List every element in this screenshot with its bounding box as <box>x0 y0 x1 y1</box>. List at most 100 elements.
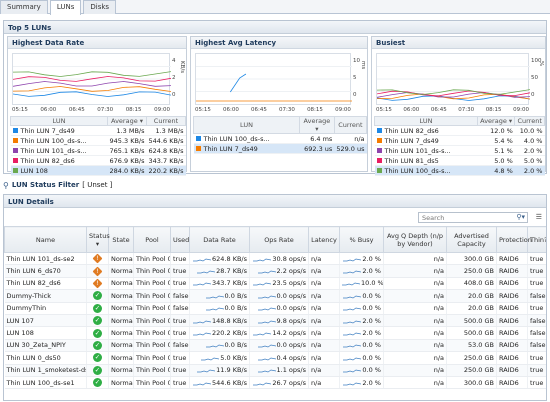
table-row[interactable]: Thin LUN 1_smoketest-ds ✓ Normal Thin Pool … <box>4 364 546 377</box>
lun-name: Thin LUN 7_ds49 <box>384 136 439 145</box>
thin-cell: true <box>527 364 546 377</box>
ops-cell: 0.4 ops/s <box>249 351 309 365</box>
column-header[interactable]: Protection <box>496 226 532 253</box>
card-row[interactable]: Thin LUN 101_ds-s... 5.1 % 2.0 % <box>374 145 545 156</box>
column-header[interactable]: Avg Q Depth (n/p by Vendor) <box>383 226 447 253</box>
table-row[interactable]: Dummy-Thick ✓ Normal Thin Pool 0 false 0.0 B/… <box>4 289 546 303</box>
x-axis: 05:15 06:00 06:45 07:30 08:15 09:00 <box>376 107 529 113</box>
lun-status-filter[interactable]: ⚲ LUN Status Filter [ Unset ] <box>3 179 112 191</box>
ops-cell: 0.0 ops/s <box>249 339 309 353</box>
pool-cell: Thin Pool 0 <box>133 252 171 266</box>
rate-cell: 0.0 B/s <box>189 289 250 303</box>
name-cell: Thin LUN 82_ds6 <box>4 277 87 291</box>
column-header[interactable]: Data Rate <box>189 226 250 253</box>
table-row[interactable]: Thin LUN 0_ds50 ✓ Normal Thin Pool 0 true 5.0… <box>4 351 546 365</box>
card-row[interactable]: Thin LUN 7_ds49 692.3 us 529.0 us <box>193 143 367 154</box>
card-row[interactable]: Thin LUN 100_ds-s... 945.3 KB/s 544.6 KB… <box>10 135 186 146</box>
card-row[interactable]: Thin LUN 7_ds49 5.4 % 4.0 % <box>374 135 545 146</box>
column-header[interactable]: Ops Rate <box>249 226 309 253</box>
search-icon[interactable]: ⚲▾ <box>516 213 525 221</box>
col-current[interactable]: Current <box>333 116 368 134</box>
current-cell: 529.0 us <box>334 143 367 154</box>
status-warning-icon: ! <box>92 266 103 277</box>
table-row[interactable]: LUN 108 ✓ Normal Thin Pool 0 true 220.2 KB/s 1… <box>4 326 546 340</box>
tab-disks[interactable]: Disks <box>83 0 117 14</box>
card-table: LUN Average ▾ Current Thin LUN 82_ds6 12… <box>374 116 545 176</box>
x-tick: 06:45 <box>430 107 447 113</box>
column-header-label: Avg Q Depth (n/p by Vendor) <box>386 231 444 248</box>
rate-value: 0.0 B/s <box>224 341 247 350</box>
column-header[interactable]: Thin? <box>527 226 546 253</box>
table-row[interactable]: Thin LUN 82_ds6! Normal Thin Pool 0 true 343… <box>4 277 546 291</box>
search-input[interactable]: Search ⚲▾ <box>418 212 528 223</box>
card-row[interactable]: Thin LUN 82_ds6 676.9 KB/s 343.7 KB/s <box>10 155 186 166</box>
column-header[interactable]: Status ▾ <box>86 226 110 253</box>
card-row[interactable]: Thin LUN 81_ds5 5.0 % 5.0 % <box>374 155 545 166</box>
series-swatch-icon <box>376 128 382 133</box>
cap-cell: 500.0 GB <box>446 326 497 340</box>
column-header[interactable]: Latency <box>308 226 340 253</box>
column-header[interactable]: Pool <box>133 226 171 253</box>
ops-cell: 26.7 ops/s <box>249 376 309 390</box>
col-lun[interactable]: LUN <box>374 116 478 126</box>
busy-value: 0.0 % <box>362 366 381 375</box>
column-header-label: State <box>112 235 130 244</box>
pool-cell: Thin Pool 0 <box>133 314 171 328</box>
x-tick: 08:15 <box>307 107 323 113</box>
sparkline-icon <box>343 270 362 274</box>
table-row[interactable]: DummyThin ✓ Normal Thin Pool 0 false 0.0 B/s 0… <box>4 302 546 315</box>
lat-cell: n/a <box>308 289 340 303</box>
table-row[interactable]: Thin LUN 100_ds-se1 ✓ Normal Thin Pool 0 tru… <box>4 376 546 390</box>
card-row[interactable]: Thin LUN 82_ds6 12.0 % 10.0 % <box>374 125 545 136</box>
chart-svg <box>12 66 172 97</box>
sparkline-icon <box>197 369 216 373</box>
col-average-label: Average <box>303 117 331 125</box>
used-cell: false <box>170 339 190 353</box>
card-row[interactable]: LUN 108 284.0 KB/s 220.2 KB/s <box>10 165 186 176</box>
card-row[interactable]: Thin LUN 100_ds-s... 6.4 ms n/a <box>193 133 367 144</box>
column-header[interactable]: % Busy <box>339 226 384 253</box>
pool-cell: Thin Pool 0 <box>133 339 171 353</box>
average-cell: 284.0 KB/s <box>107 165 147 176</box>
table-row[interactable]: LUN 30_Zeta_NPIY ✓ Normal Thin Pool 0 false 0… <box>4 339 546 353</box>
grid-options-icon[interactable]: ☰ <box>535 213 542 221</box>
filter-label: LUN Status Filter <box>11 181 80 189</box>
thin-cell: false <box>527 289 546 303</box>
ops-value: 9.8 ops/s <box>276 316 306 325</box>
col-average[interactable]: Average ▾ <box>476 116 516 126</box>
prot-cell: RAID6 <box>496 264 528 278</box>
card-row[interactable]: Thin LUN 7_ds49 1.3 MB/s 1.3 MB/s <box>10 125 186 136</box>
col-average[interactable]: Average ▾ <box>107 116 148 126</box>
card-row[interactable]: Thin LUN 100_ds-s... 4.8 % 2.0 % <box>374 165 545 176</box>
busy-value: 10.0 % <box>361 279 384 288</box>
table-row[interactable]: Thin LUN 101_ds-se2! Normal Thin Pool 0 tru… <box>4 252 546 266</box>
filter-value[interactable]: [ Unset ] <box>82 181 113 189</box>
table-row[interactable]: LUN 107 ✓ Normal Thin Pool 0 true 148.8 KB/s 9… <box>4 314 546 328</box>
status-ok-icon: ✓ <box>93 340 102 350</box>
table-row[interactable]: Thin LUN 6_ds70! Normal Thin Pool 0 true 28.… <box>4 264 546 278</box>
lat-cell: n/a <box>308 376 340 390</box>
current-cell: 220.2 KB/s <box>146 165 186 176</box>
sparkline-icon <box>253 283 272 286</box>
sparkline-icon <box>257 320 276 324</box>
y-axis-unit: ms <box>360 61 366 70</box>
card-row[interactable]: Thin LUN 101_ds-s... 765.1 KB/s 624.8 KB… <box>10 145 186 156</box>
column-header[interactable]: Advertised Capacity <box>446 226 497 253</box>
column-header[interactable]: State <box>108 226 134 253</box>
column-header[interactable]: Used <box>170 226 190 253</box>
tab-bar: Summary LUNs Disks <box>0 0 550 15</box>
col-average[interactable]: Average ▾ <box>299 116 335 134</box>
tab-summary[interactable]: Summary <box>0 0 48 14</box>
col-current[interactable]: Current <box>146 116 186 126</box>
column-header[interactable]: Name <box>4 226 87 253</box>
rate-value: 28.7 KB/s <box>216 267 247 276</box>
col-current[interactable]: Current <box>514 116 545 126</box>
tab-luns[interactable]: LUNs <box>49 0 82 15</box>
column-header-label: Protection <box>499 235 532 244</box>
lat-cell: n/a <box>308 314 340 328</box>
x-axis: 05:15 06:00 06:45 07:30 08:15 09:00 <box>12 107 170 113</box>
column-header-label: Name <box>35 235 56 244</box>
col-lun[interactable]: LUN <box>9 116 109 126</box>
cap-cell: 20.0 GB <box>446 302 497 315</box>
col-lun[interactable]: LUN <box>193 116 300 134</box>
